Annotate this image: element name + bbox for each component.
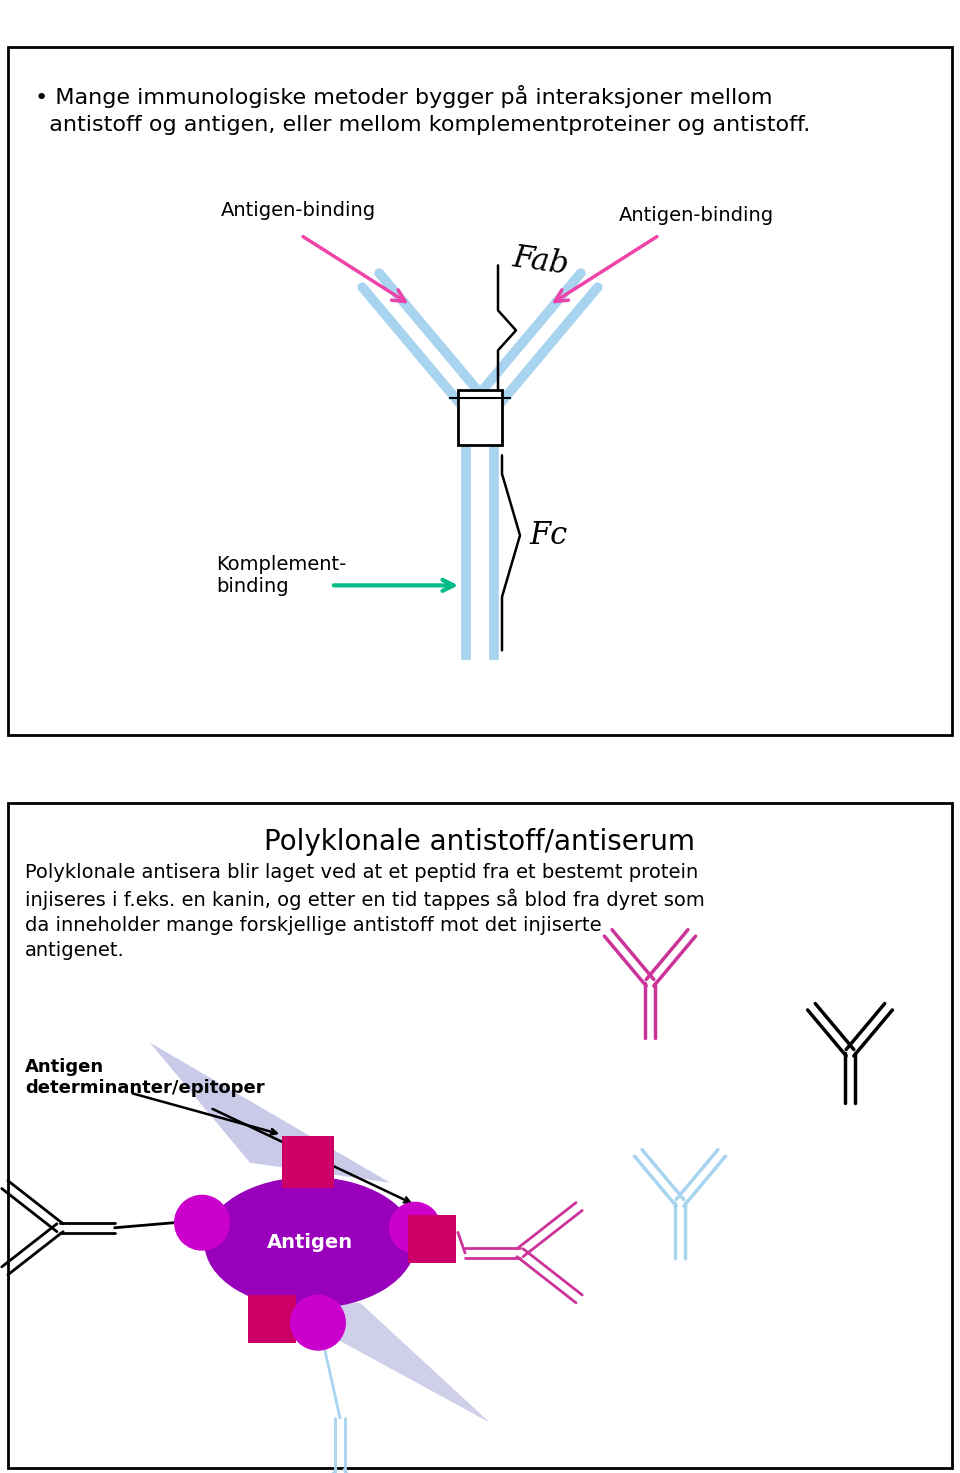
Text: Fc: Fc [529, 520, 567, 551]
Text: Antigen-binding: Antigen-binding [619, 206, 775, 225]
Polygon shape [270, 1302, 490, 1423]
Bar [282, 1136, 334, 1187]
Polygon shape [150, 1043, 390, 1183]
Ellipse shape [205, 1178, 415, 1308]
Text: Antigen-binding: Antigen-binding [221, 202, 376, 219]
FancyBboxPatch shape [458, 390, 502, 445]
Circle shape [174, 1195, 230, 1251]
Text: Komplement-
binding: Komplement- binding [216, 555, 347, 597]
Bar [408, 1215, 456, 1262]
Text: Antigen
determinanter/epitoper: Antigen determinanter/epitoper [25, 1058, 265, 1096]
Text: Antigen: Antigen [267, 1233, 353, 1252]
FancyBboxPatch shape [8, 803, 952, 1467]
FancyBboxPatch shape [8, 47, 952, 735]
Circle shape [290, 1295, 346, 1351]
Text: Polyklonale antisera blir laget ved at et peptid fra et bestemt protein
injisere: Polyklonale antisera blir laget ved at e… [25, 863, 705, 960]
Circle shape [389, 1202, 441, 1254]
Text: • Mange immunologiske metoder bygger på interaksjoner mellom
  antistoff og anti: • Mange immunologiske metoder bygger på … [35, 85, 810, 134]
Text: Polyklonale antistoff/antiserum: Polyklonale antistoff/antiserum [265, 828, 695, 856]
Text: Fab: Fab [510, 242, 570, 280]
Bar [248, 1295, 296, 1343]
